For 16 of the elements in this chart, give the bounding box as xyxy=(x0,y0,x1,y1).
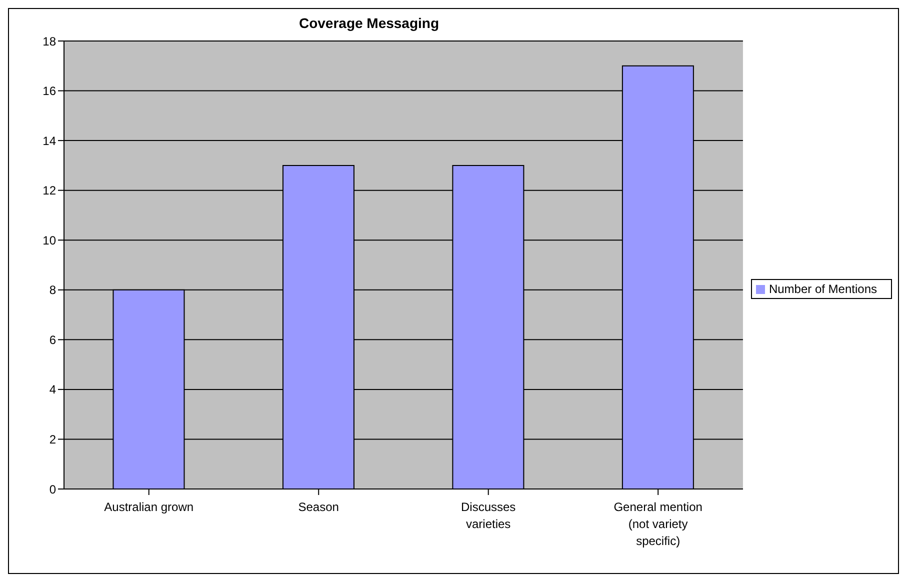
y-tick-label: 10 xyxy=(42,233,56,248)
chart-title: Coverage Messaging xyxy=(298,15,440,31)
x-tick-label: Season xyxy=(298,500,339,514)
y-tick-label: 18 xyxy=(42,34,56,48)
y-tick-label: 6 xyxy=(49,332,56,347)
y-tick-label: 4 xyxy=(49,382,56,397)
y-tick-label: 16 xyxy=(42,84,56,98)
x-tick-label: Discusses varieties xyxy=(461,500,516,531)
legend-label: Number of Mentions xyxy=(768,282,877,296)
y-tick-label: 14 xyxy=(42,134,56,148)
y-tick-label: 0 xyxy=(49,482,56,496)
y-tick-label: 8 xyxy=(49,283,56,298)
y-tick-label: 12 xyxy=(42,184,56,198)
y-tick-label: 2 xyxy=(49,432,56,446)
x-tick-label: General mention (not variety specific) xyxy=(614,500,702,548)
x-tick-label: Australian grown xyxy=(104,500,194,514)
